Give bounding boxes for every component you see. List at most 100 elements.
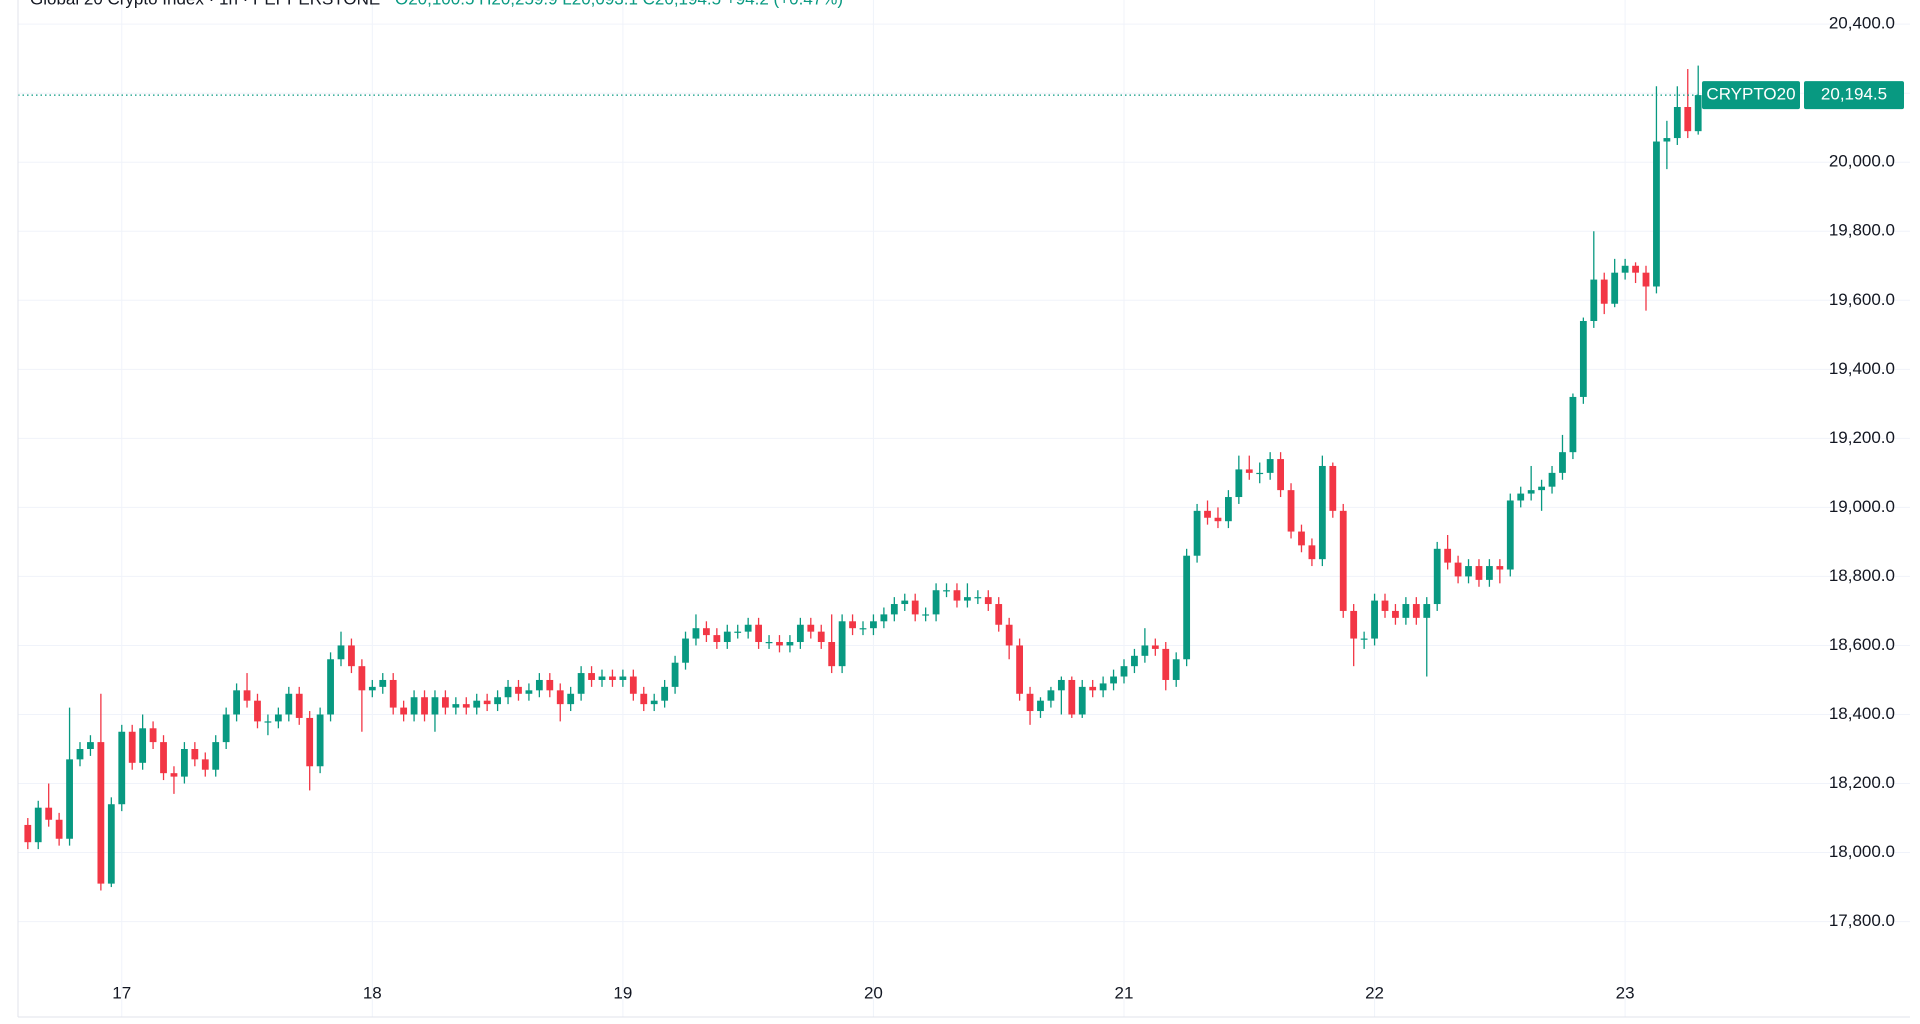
candle-body [953,590,961,601]
candle-body [1579,321,1587,397]
candle-body [765,642,773,644]
candle-body [389,679,397,708]
candle-body [1110,676,1117,684]
candle-body [609,676,616,680]
candle-body [118,731,126,805]
candle-body [682,638,689,663]
x-tick-label: 22 [1365,983,1384,1002]
candle-body [1245,469,1253,473]
candle-body [1684,107,1692,132]
grid [18,0,1910,1017]
candle-body [462,704,470,708]
candle-body [1172,659,1180,680]
y-tick-label: 19,800.0 [1829,221,1895,240]
candle-body [546,679,554,691]
candle-body [734,631,742,633]
candle-body [1151,645,1159,649]
candle-body [776,642,783,646]
candle-body [567,693,575,705]
chart-header: Global 20 Crypto Index · 1h · PEPPERSTON… [30,0,380,8]
candle-body [128,731,136,763]
candle-body [243,690,251,701]
candle-body [473,700,481,708]
y-tick-label: 19,000.0 [1829,497,1895,516]
candle-body [1611,272,1619,304]
candle-body [442,697,449,708]
candle-body [1694,95,1702,132]
candle-body [629,676,637,694]
candle-body [859,628,867,630]
x-tick-label: 18 [363,983,382,1002]
candle-body [1454,562,1462,577]
symbol-tag [1702,81,1800,110]
ohlc-values: O20,100.5 H20,259.9 L20,093.1 C20,194.5 … [395,0,843,8]
candle-body [588,673,595,680]
candle-body [431,697,439,715]
candle-body [316,714,324,767]
candle-body [1392,610,1399,618]
x-tick-label: 20 [864,983,883,1002]
candle-body [1298,531,1305,546]
candle-body [348,645,355,667]
candle-body [212,742,220,770]
candle-body [1527,490,1535,494]
y-tick-label: 18,400.0 [1829,704,1895,723]
candle-body [922,614,930,616]
candle-body [1266,459,1274,473]
candle-body [1141,645,1149,656]
candle-body [1381,600,1389,611]
y-tick-label: 18,600.0 [1829,635,1895,654]
candle-body [274,714,282,722]
overlay: 17,800.0 18,000.0 18,200.0 18,400.0 18,600.0… [18,14,1904,1002]
candle-body [661,686,669,701]
candle-body [181,749,188,777]
candle-body [1371,600,1378,639]
candle-body [817,631,825,643]
candle-body [1037,700,1044,712]
candle-body [1016,645,1023,694]
candle-body [911,600,919,615]
candle-body [337,645,345,660]
y-tick-label: 18,200.0 [1829,773,1895,792]
candle-body [160,742,167,774]
candle-body [1444,548,1452,563]
candle-body [1068,679,1076,715]
candle-body [1653,141,1660,287]
x-tick-label: 17 [112,983,131,1002]
candle-body [1047,690,1055,701]
candle-body [1412,604,1420,618]
candle-body [379,679,387,687]
candle-body [264,721,272,723]
candle-body [1131,655,1138,667]
y-tick-label: 20,000.0 [1829,152,1895,171]
candle-body [1287,490,1295,532]
candle-body [1433,548,1441,605]
candle-body [1673,107,1681,139]
candles [24,65,1702,891]
candle-body [483,700,491,705]
candle-body [828,642,836,667]
y-tick-label: 20,400.0 [1829,14,1895,33]
candle-body [494,697,501,705]
candle-body [1162,648,1170,680]
candle-body [1350,610,1358,639]
candle-body [964,597,971,601]
candle-body [1277,459,1284,491]
x-tick-label: 19 [613,983,632,1002]
candle-body [535,679,543,691]
y-tick-label: 18,800.0 [1829,566,1895,585]
candle-body [1600,279,1608,304]
candle-body [295,693,303,718]
candle-body [1329,465,1337,511]
candle-body [1057,679,1065,691]
candle-body [796,624,804,643]
candle-body [890,604,898,615]
candle-body [1360,638,1368,640]
candle-body [1621,265,1629,273]
candle-body [640,693,648,705]
y-tick-label: 19,400.0 [1829,359,1895,378]
candle-body [306,717,314,767]
candle-body [525,690,533,694]
